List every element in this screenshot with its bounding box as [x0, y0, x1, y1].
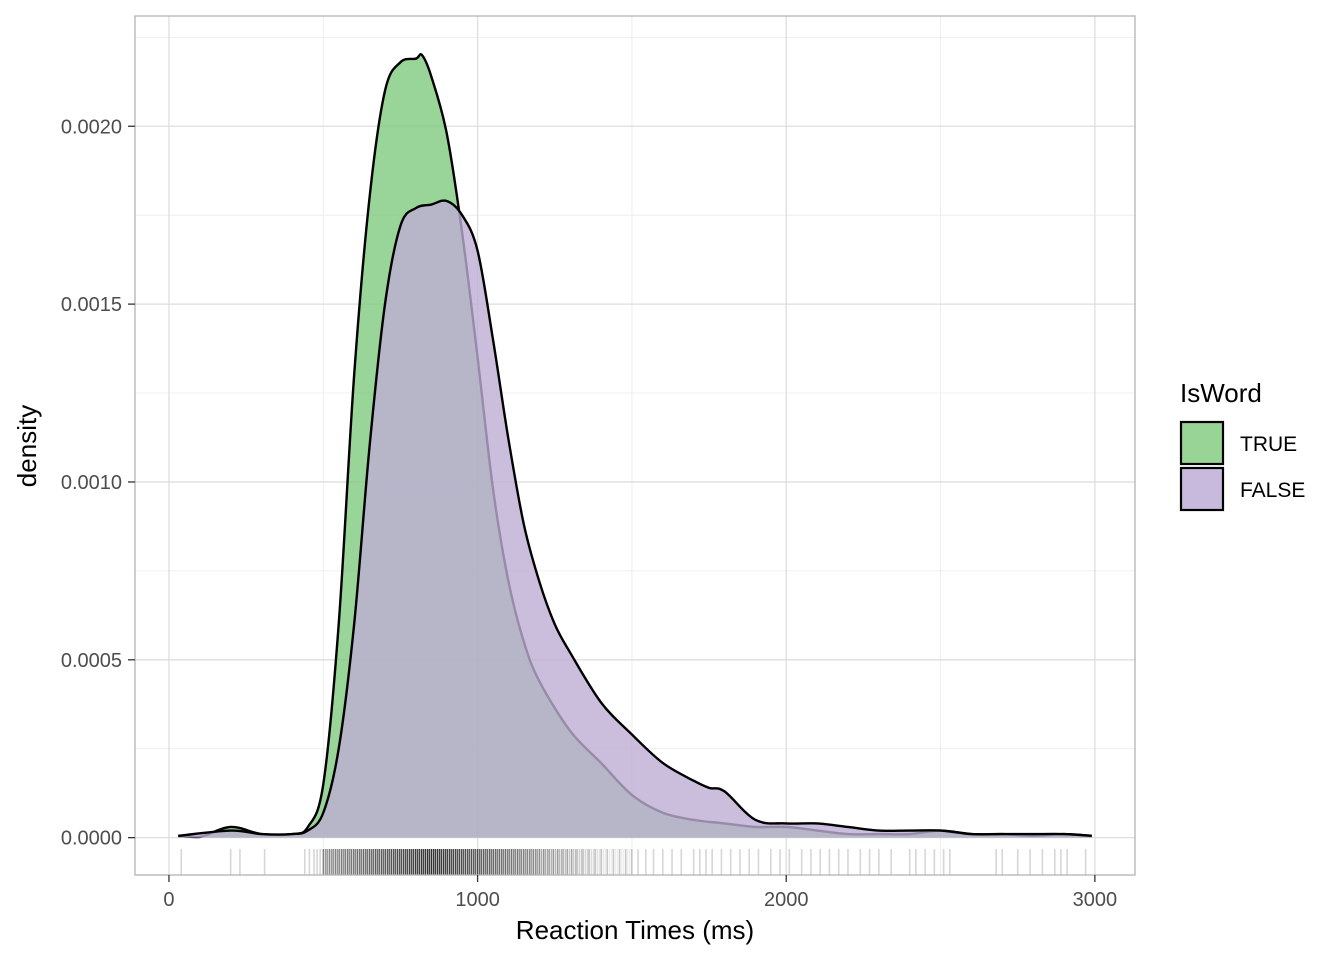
- legend-label-false: FALSE: [1240, 479, 1305, 502]
- legend-item-true: TRUE: [1179, 420, 1297, 466]
- x-tick-label: 0: [163, 889, 174, 911]
- y-tick-label: 0.0000: [61, 828, 122, 850]
- y-axis-ticks: 0.0000 0.0005 0.0010 0.0015 0.0020: [61, 116, 135, 850]
- grid-minor: [135, 16, 1135, 875]
- legend-label-true: TRUE: [1240, 433, 1297, 456]
- x-axis-title: Reaction Times (ms): [516, 915, 754, 945]
- density-areas: [178, 53, 1092, 839]
- density-area-false: [178, 200, 1092, 838]
- rug-marks: [180, 849, 1087, 875]
- y-tick-label: 0.0005: [61, 650, 122, 672]
- y-tick-label: 0.0020: [61, 116, 122, 138]
- legend-title: IsWord: [1180, 378, 1262, 408]
- density-line-false: [178, 199, 1092, 838]
- legend-key-false: [1179, 466, 1225, 512]
- x-tick-label: 3000: [1073, 889, 1118, 911]
- legend-item-false: FALSE: [1179, 466, 1305, 512]
- x-tick-label: 2000: [764, 889, 809, 911]
- x-axis-ticks: 0 1000 2000 3000: [163, 875, 1117, 911]
- legend-key-true: [1179, 420, 1225, 466]
- y-tick-label: 0.0015: [61, 294, 122, 316]
- plot-border: [134, 15, 1136, 876]
- legend: IsWord TRUE FALSE: [1179, 378, 1305, 512]
- x-tick-label: 1000: [455, 889, 500, 911]
- plot-background: [135, 16, 1135, 875]
- y-tick-label: 0.0010: [61, 472, 122, 494]
- y-axis-title: density: [12, 405, 42, 487]
